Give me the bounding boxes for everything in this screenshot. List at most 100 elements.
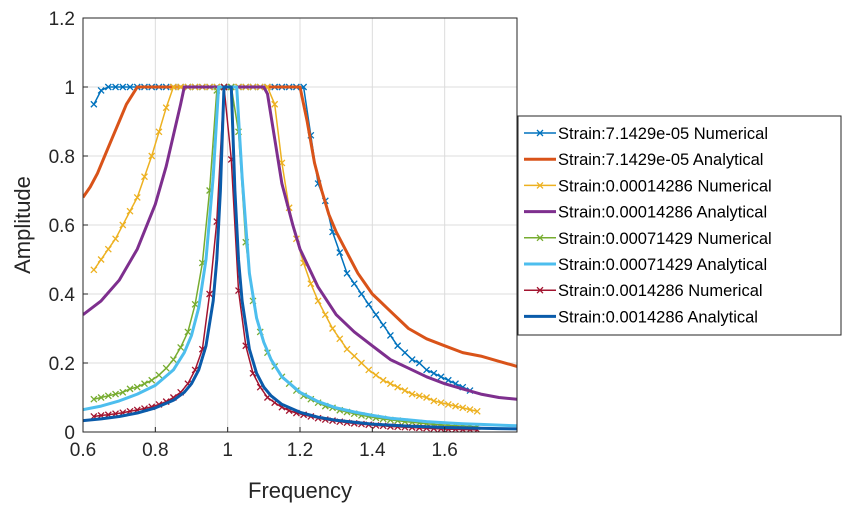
series-line xyxy=(83,85,517,428)
legend-entry: Strain:0.0014286 Numerical xyxy=(524,282,763,300)
legend-label: Strain:0.00014286 Numerical xyxy=(558,177,772,195)
data-point-marker xyxy=(444,400,452,408)
data-point-marker xyxy=(177,344,185,351)
series-line xyxy=(83,85,517,368)
data-point-marker xyxy=(437,373,445,381)
legend-box xyxy=(517,115,842,336)
y-tick-label: 0.8 xyxy=(49,147,75,168)
data-point-marker xyxy=(162,364,170,372)
legend-entry: Strain:0.0014286 Analytical xyxy=(524,308,758,326)
x-tick-label: 1.2 xyxy=(287,440,313,461)
data-point-marker xyxy=(148,152,156,160)
data-point-marker xyxy=(350,352,358,360)
data-point-marker xyxy=(112,235,120,243)
x-tick-label: 1.4 xyxy=(359,440,386,461)
data-point-marker xyxy=(307,280,315,288)
y-tick-label: 0.6 xyxy=(49,216,75,237)
data-point-marker xyxy=(394,342,402,350)
data-point-marker xyxy=(423,394,431,401)
legend-entry: Strain:7.1429e-05 Analytical xyxy=(524,151,763,169)
data-point-marker xyxy=(321,311,329,319)
legend-marker xyxy=(536,129,544,137)
data-point-marker xyxy=(141,380,148,388)
legend-entry: Strain:0.00014286 Analytical xyxy=(524,204,767,222)
data-point-marker xyxy=(415,359,423,367)
data-point-marker xyxy=(336,335,344,343)
y-tick-label: 1 xyxy=(64,78,75,99)
series-2 xyxy=(83,85,517,368)
x-tick-label: 0.8 xyxy=(142,440,168,461)
data-point-marker xyxy=(112,83,120,91)
legend-marker xyxy=(536,286,544,294)
data-point-marker xyxy=(379,321,387,329)
axis-ticks: 0.6 0.8 1 1.2 1.4 1.6 0 0.2 0.4 0.6 0.8 1 1.2 xyxy=(49,9,458,461)
data-point-marker xyxy=(104,83,112,91)
data-point-marker xyxy=(169,83,177,91)
series-3 xyxy=(90,83,481,415)
data-point-marker xyxy=(90,266,98,274)
legend-label: Strain:0.0014286 Analytical xyxy=(558,308,758,326)
series-8 xyxy=(83,85,517,431)
series-line xyxy=(83,85,517,431)
legend-entry: Strain:0.00014286 Numerical xyxy=(524,177,772,195)
data-point-marker xyxy=(358,290,365,298)
data-point-marker xyxy=(336,249,344,257)
data-point-marker xyxy=(97,256,105,263)
data-point-marker xyxy=(104,245,112,253)
data-point-marker xyxy=(372,311,380,319)
legend-label: Strain:7.1429e-05 Numerical xyxy=(558,125,768,143)
y-tick-label: 0.2 xyxy=(49,354,75,375)
data-point-marker xyxy=(358,359,365,367)
data-point-marker xyxy=(314,297,322,305)
data-point-marker xyxy=(444,376,452,384)
data-point-marker xyxy=(126,83,134,91)
series-4 xyxy=(83,85,517,401)
data-point-marker xyxy=(343,269,351,277)
data-point-marker xyxy=(104,392,112,400)
data-point-marker xyxy=(386,331,394,339)
data-point-marker xyxy=(386,380,394,388)
data-point-marker xyxy=(408,356,416,364)
data-point-marker xyxy=(126,385,134,393)
data-point-marker xyxy=(401,349,409,357)
data-point-marker xyxy=(271,100,279,108)
data-point-marker xyxy=(191,300,199,308)
x-tick-label: 1 xyxy=(222,440,233,461)
data-point-marker xyxy=(350,280,358,288)
legend-marker xyxy=(536,234,544,242)
data-point-marker xyxy=(119,221,127,229)
data-point-marker xyxy=(90,395,98,403)
y-tick-label: 0 xyxy=(64,423,75,444)
data-point-marker xyxy=(184,328,192,336)
data-point-marker xyxy=(148,376,156,384)
data-point-marker xyxy=(155,371,163,379)
data-point-marker xyxy=(394,383,402,391)
legend-entry: Strain:0.00071429 Analytical xyxy=(524,256,767,274)
data-point-marker xyxy=(452,402,459,410)
data-point-marker xyxy=(437,399,445,407)
data-point-marker xyxy=(133,193,141,201)
legend-label: Strain:0.0014286 Numerical xyxy=(558,282,763,300)
data-point-marker xyxy=(329,325,337,332)
data-point-marker xyxy=(372,371,380,379)
legend-label: Strain:0.00071429 Numerical xyxy=(558,230,772,248)
data-point-marker xyxy=(365,300,373,308)
data-point-marker xyxy=(430,397,438,405)
data-point-marker xyxy=(126,207,134,215)
data-point-marker xyxy=(473,407,481,415)
legend-entry: Strain:7.1429e-05 Numerical xyxy=(524,125,768,143)
y-tick-label: 0.4 xyxy=(49,285,76,306)
data-point-marker xyxy=(119,388,127,396)
data-point-marker xyxy=(97,394,105,401)
data-point-marker xyxy=(379,376,387,384)
data-point-marker xyxy=(155,128,163,136)
data-point-marker xyxy=(401,387,409,395)
data-point-marker xyxy=(162,104,170,112)
data-point-marker xyxy=(206,290,214,298)
data-point-marker xyxy=(466,406,474,414)
y-tick-label: 1.2 xyxy=(49,9,75,30)
x-tick-label: 1.6 xyxy=(431,440,457,461)
series-line xyxy=(83,85,517,401)
data-point-marker xyxy=(90,100,98,108)
